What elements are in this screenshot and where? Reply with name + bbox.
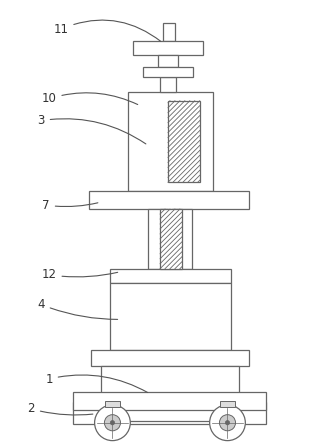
Text: 2: 2 [27,402,93,416]
Bar [163,23,175,41]
Circle shape [105,415,121,431]
Circle shape [210,405,245,441]
Bar [73,392,266,410]
Bar [89,191,249,209]
Bar [219,401,235,407]
Bar [160,77,176,92]
Text: 1: 1 [45,373,148,392]
Text: 10: 10 [42,92,138,105]
Circle shape [219,415,235,431]
Text: 3: 3 [37,114,146,144]
Bar [101,366,239,421]
Text: 7: 7 [42,198,98,212]
Circle shape [225,420,230,425]
Bar [168,101,200,182]
Bar [111,269,231,283]
Circle shape [110,420,115,425]
Bar [158,55,178,67]
Bar [73,402,266,424]
Text: 11: 11 [53,20,161,41]
Bar [133,41,203,55]
Bar [172,209,192,269]
Circle shape [95,405,130,441]
Text: 12: 12 [42,268,118,281]
Bar [91,350,249,366]
Bar [160,209,182,269]
Bar [143,67,193,77]
Bar [105,401,121,407]
Text: 4: 4 [37,298,118,319]
Bar [148,209,168,269]
Bar [111,283,231,350]
Bar [128,92,212,191]
